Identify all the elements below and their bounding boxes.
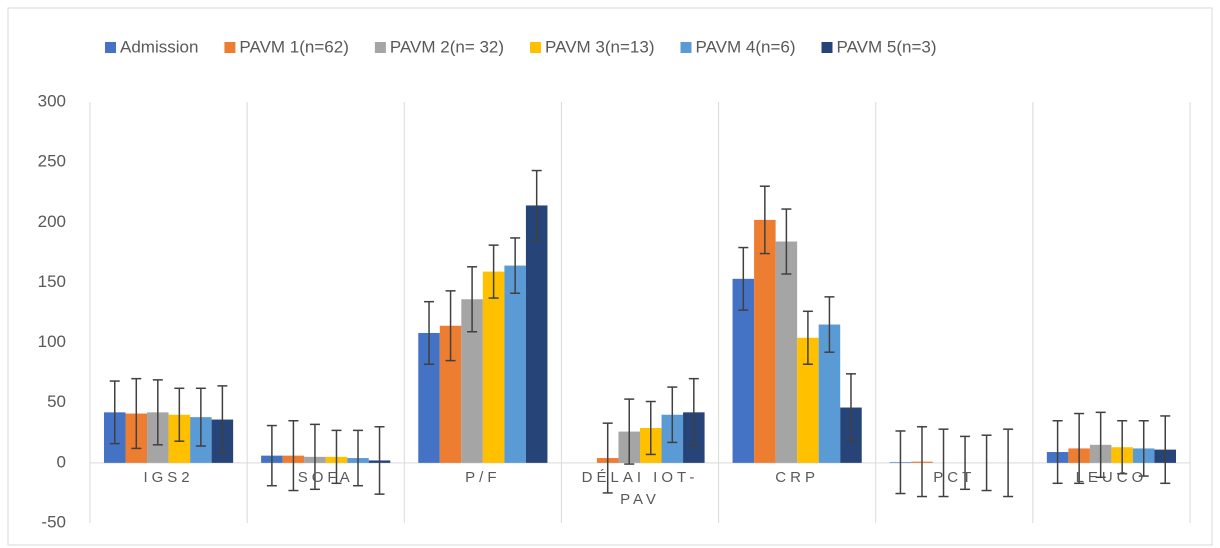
error-bar (217, 385, 228, 454)
legend-label: PAVM 1(n=62) (239, 37, 348, 56)
error-bar (488, 244, 499, 299)
error-bar (624, 398, 635, 465)
error-bar (445, 290, 456, 362)
x-tick-label: IGS2 (143, 468, 194, 486)
bar (797, 337, 819, 463)
x-tick-label: P/F (465, 468, 501, 486)
error-bar (645, 400, 656, 456)
error-bar (960, 435, 971, 491)
error-bar (510, 237, 521, 295)
chart-border (7, 7, 1213, 546)
legend-swatch (680, 42, 692, 53)
error-bar (602, 422, 613, 494)
error-bar (824, 296, 835, 353)
legend-swatch (224, 42, 236, 53)
error-bar (131, 377, 142, 450)
error-bar (802, 310, 813, 365)
error-bar (374, 426, 385, 495)
bar (461, 299, 483, 463)
error-bar (266, 424, 277, 487)
y-tick-label: 300 (38, 91, 66, 110)
legend-label: PAVM 4(n=6) (696, 37, 796, 56)
x-tick-label: CRP (775, 468, 819, 486)
error-bar (424, 300, 435, 365)
error-bar (845, 373, 856, 442)
error-bar (667, 386, 678, 444)
legend-label: PAVM 5(n=3) (837, 37, 937, 56)
y-tick-label: 100 (38, 332, 66, 351)
error-bar (1074, 412, 1085, 485)
y-tick-label: 150 (38, 272, 66, 291)
legend-swatch (821, 42, 833, 53)
bar (418, 332, 440, 463)
error-bar (1052, 420, 1063, 485)
bar (504, 265, 526, 463)
bar (525, 205, 548, 463)
x-tick-label: SOFA (297, 468, 354, 486)
error-bar (781, 208, 792, 275)
legend-swatch (530, 42, 542, 53)
bar (482, 271, 505, 463)
y-tick-label: 250 (38, 152, 66, 171)
error-bar (916, 426, 927, 498)
y-tick-label: 50 (47, 392, 66, 411)
error-bar (195, 387, 206, 447)
error-bar (1138, 420, 1149, 477)
error-bar (688, 377, 699, 447)
error-bar (981, 434, 992, 492)
x-tick-label: DÉLAI IOT-PAV (581, 468, 699, 508)
error-bar (1160, 415, 1171, 485)
error-bar (531, 169, 542, 242)
legend-label: Admission (120, 37, 198, 56)
error-bar (938, 428, 949, 498)
x-tick-label: LEUCO (1075, 468, 1148, 486)
error-bar (309, 423, 320, 491)
error-bar (467, 266, 478, 333)
error-bar (895, 430, 906, 495)
bar (818, 324, 841, 463)
error-bar (174, 387, 185, 442)
error-bar (738, 246, 749, 311)
bar (754, 219, 776, 463)
error-bar (288, 420, 299, 492)
x-tick-label: PCT (933, 468, 976, 486)
error-bar (331, 429, 342, 485)
error-bar (759, 185, 770, 255)
legend-swatch (105, 42, 116, 53)
error-bar (109, 380, 120, 445)
y-tick-label: -50 (41, 512, 66, 531)
bar (439, 325, 462, 463)
legend-swatch (374, 42, 386, 53)
legend-label: PAVM 2(n= 32) (390, 37, 504, 56)
error-bar (353, 429, 364, 487)
legend-label: PAVM 3(n=13) (545, 37, 654, 56)
error-bar (1003, 428, 1014, 498)
error-bar (1117, 420, 1128, 475)
bar (732, 278, 755, 463)
y-tick-label: 200 (38, 212, 66, 231)
error-bar (152, 379, 163, 446)
bar (775, 241, 798, 463)
error-bar (1095, 411, 1106, 479)
y-tick-label: 0 (57, 452, 66, 471)
